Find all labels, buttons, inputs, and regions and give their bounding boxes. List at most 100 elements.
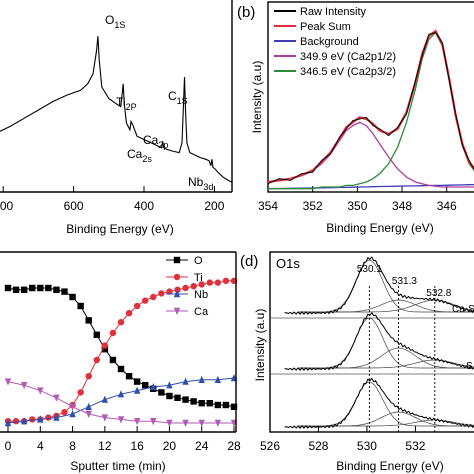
data-point bbox=[53, 286, 60, 293]
data-point bbox=[93, 331, 100, 338]
panel-a-x-tick-label: 200 bbox=[204, 199, 224, 213]
fit-component bbox=[299, 299, 474, 313]
data-point bbox=[85, 402, 92, 410]
data-point bbox=[77, 389, 84, 396]
data-point bbox=[117, 416, 125, 424]
fit-component bbox=[299, 381, 474, 427]
side-label-s: S bbox=[466, 361, 473, 372]
panel-d-frame bbox=[269, 251, 474, 433]
data-point bbox=[37, 415, 44, 423]
data-point bbox=[133, 378, 141, 385]
panel-c-x-axis-label: Sputter time (min) bbox=[70, 459, 165, 473]
data-point bbox=[133, 386, 141, 394]
data-point bbox=[20, 417, 28, 425]
data-point bbox=[117, 365, 125, 373]
data-point bbox=[101, 414, 109, 422]
panel-a-x-axis-label: Binding Energy (eV) bbox=[66, 222, 173, 236]
fit-component bbox=[299, 359, 474, 369]
data-point bbox=[214, 279, 222, 286]
data-point bbox=[109, 329, 117, 337]
data-point bbox=[4, 284, 12, 292]
fit-component bbox=[299, 347, 474, 369]
data-point bbox=[45, 284, 52, 292]
panel-b-frame bbox=[267, 1, 474, 193]
data-point bbox=[198, 281, 205, 288]
data-point bbox=[166, 419, 173, 427]
data-point bbox=[142, 382, 149, 389]
data-point bbox=[109, 356, 117, 364]
legend-entry: 346.5 eV (Ca2p3/2) bbox=[300, 66, 396, 78]
data-point bbox=[166, 392, 173, 400]
panel-d-x-tick-label: 526 bbox=[260, 439, 280, 453]
fit-component bbox=[299, 317, 474, 369]
data-point bbox=[93, 356, 100, 364]
o1s-spectrum bbox=[284, 256, 474, 315]
data-point bbox=[125, 310, 133, 317]
panel-b-x-tick-label: 346 bbox=[437, 199, 457, 213]
legend-marker bbox=[173, 307, 181, 315]
panel-c-x-tick-label: 4 bbox=[37, 439, 44, 453]
panel-b-x-tick-label: 354 bbox=[258, 199, 278, 213]
data-point bbox=[158, 290, 165, 297]
data-point bbox=[214, 419, 222, 427]
data-point bbox=[174, 394, 181, 401]
raw-o1s-curve bbox=[284, 256, 474, 315]
peak-annotation: O1S bbox=[105, 13, 125, 30]
data-point bbox=[133, 302, 141, 310]
survey-spectrum-line bbox=[0, 36, 233, 183]
data-point bbox=[29, 416, 36, 423]
legend-entry: Ca bbox=[194, 306, 209, 318]
data-point bbox=[53, 413, 60, 421]
fit-component bbox=[299, 411, 474, 427]
data-point bbox=[222, 277, 230, 284]
legend-entry: Background bbox=[300, 36, 359, 48]
data-point bbox=[37, 387, 44, 395]
peak-label: 530.1 bbox=[357, 264, 382, 275]
panel-a-x-tick-label: 600 bbox=[64, 199, 84, 213]
data-point bbox=[182, 396, 189, 403]
fit-component bbox=[299, 419, 474, 427]
data-point bbox=[61, 288, 68, 295]
data-point bbox=[214, 401, 222, 409]
peak-annotation: Nb3d bbox=[188, 175, 213, 192]
data-point bbox=[101, 346, 109, 353]
panel-d: 526 528 530 532 530.1 531.3 532.8 (d) O1s Ca-… bbox=[240, 251, 474, 473]
raw-intensity-curve bbox=[267, 32, 474, 185]
panel-a-x-tick-label: 400 bbox=[134, 199, 154, 213]
raw-o1s-curve bbox=[284, 377, 474, 429]
fit-component bbox=[299, 299, 474, 313]
legend-entry: Peak Sum bbox=[300, 21, 351, 33]
data-point bbox=[222, 401, 230, 409]
o1s-spectrum bbox=[284, 377, 474, 429]
data-point bbox=[101, 342, 109, 349]
panel-a-x-tick-label: 800 bbox=[0, 199, 14, 213]
side-label-ca-s: Ca-S bbox=[452, 304, 474, 315]
panel-d-label: (d) bbox=[240, 253, 258, 270]
panel-d-title: O1s bbox=[276, 256, 300, 271]
panel-d-y-axis-label: Intensity (a.u) bbox=[253, 309, 267, 382]
data-point bbox=[150, 293, 157, 301]
data-point bbox=[142, 297, 149, 304]
data-point bbox=[85, 373, 92, 380]
data-point bbox=[133, 418, 141, 426]
data-point bbox=[69, 293, 76, 301]
legend-entry: Raw Intensity bbox=[300, 6, 367, 18]
series-o bbox=[4, 284, 238, 410]
panel-d-x-tick-label: 530 bbox=[357, 439, 377, 453]
data-point bbox=[117, 390, 125, 398]
data-point bbox=[20, 286, 28, 293]
data-point bbox=[214, 375, 222, 383]
panel-b-x-axis-label: Binding Energy (eV) bbox=[326, 221, 433, 235]
panel-c-x-tick-label: 16 bbox=[130, 439, 144, 453]
data-point bbox=[4, 378, 12, 386]
peak-annotation: Ca2s bbox=[127, 147, 152, 164]
peak-annotation: C1S bbox=[168, 89, 188, 106]
legend-marker bbox=[173, 273, 181, 281]
o1s-spectrum bbox=[284, 311, 474, 371]
data-point bbox=[150, 418, 157, 426]
legend-entry: Ti bbox=[194, 272, 203, 284]
panel-d-x-axis-label: Binding Energy (eV) bbox=[336, 459, 443, 473]
data-point bbox=[37, 284, 44, 292]
peak-annotation: Ca2p bbox=[143, 133, 168, 150]
